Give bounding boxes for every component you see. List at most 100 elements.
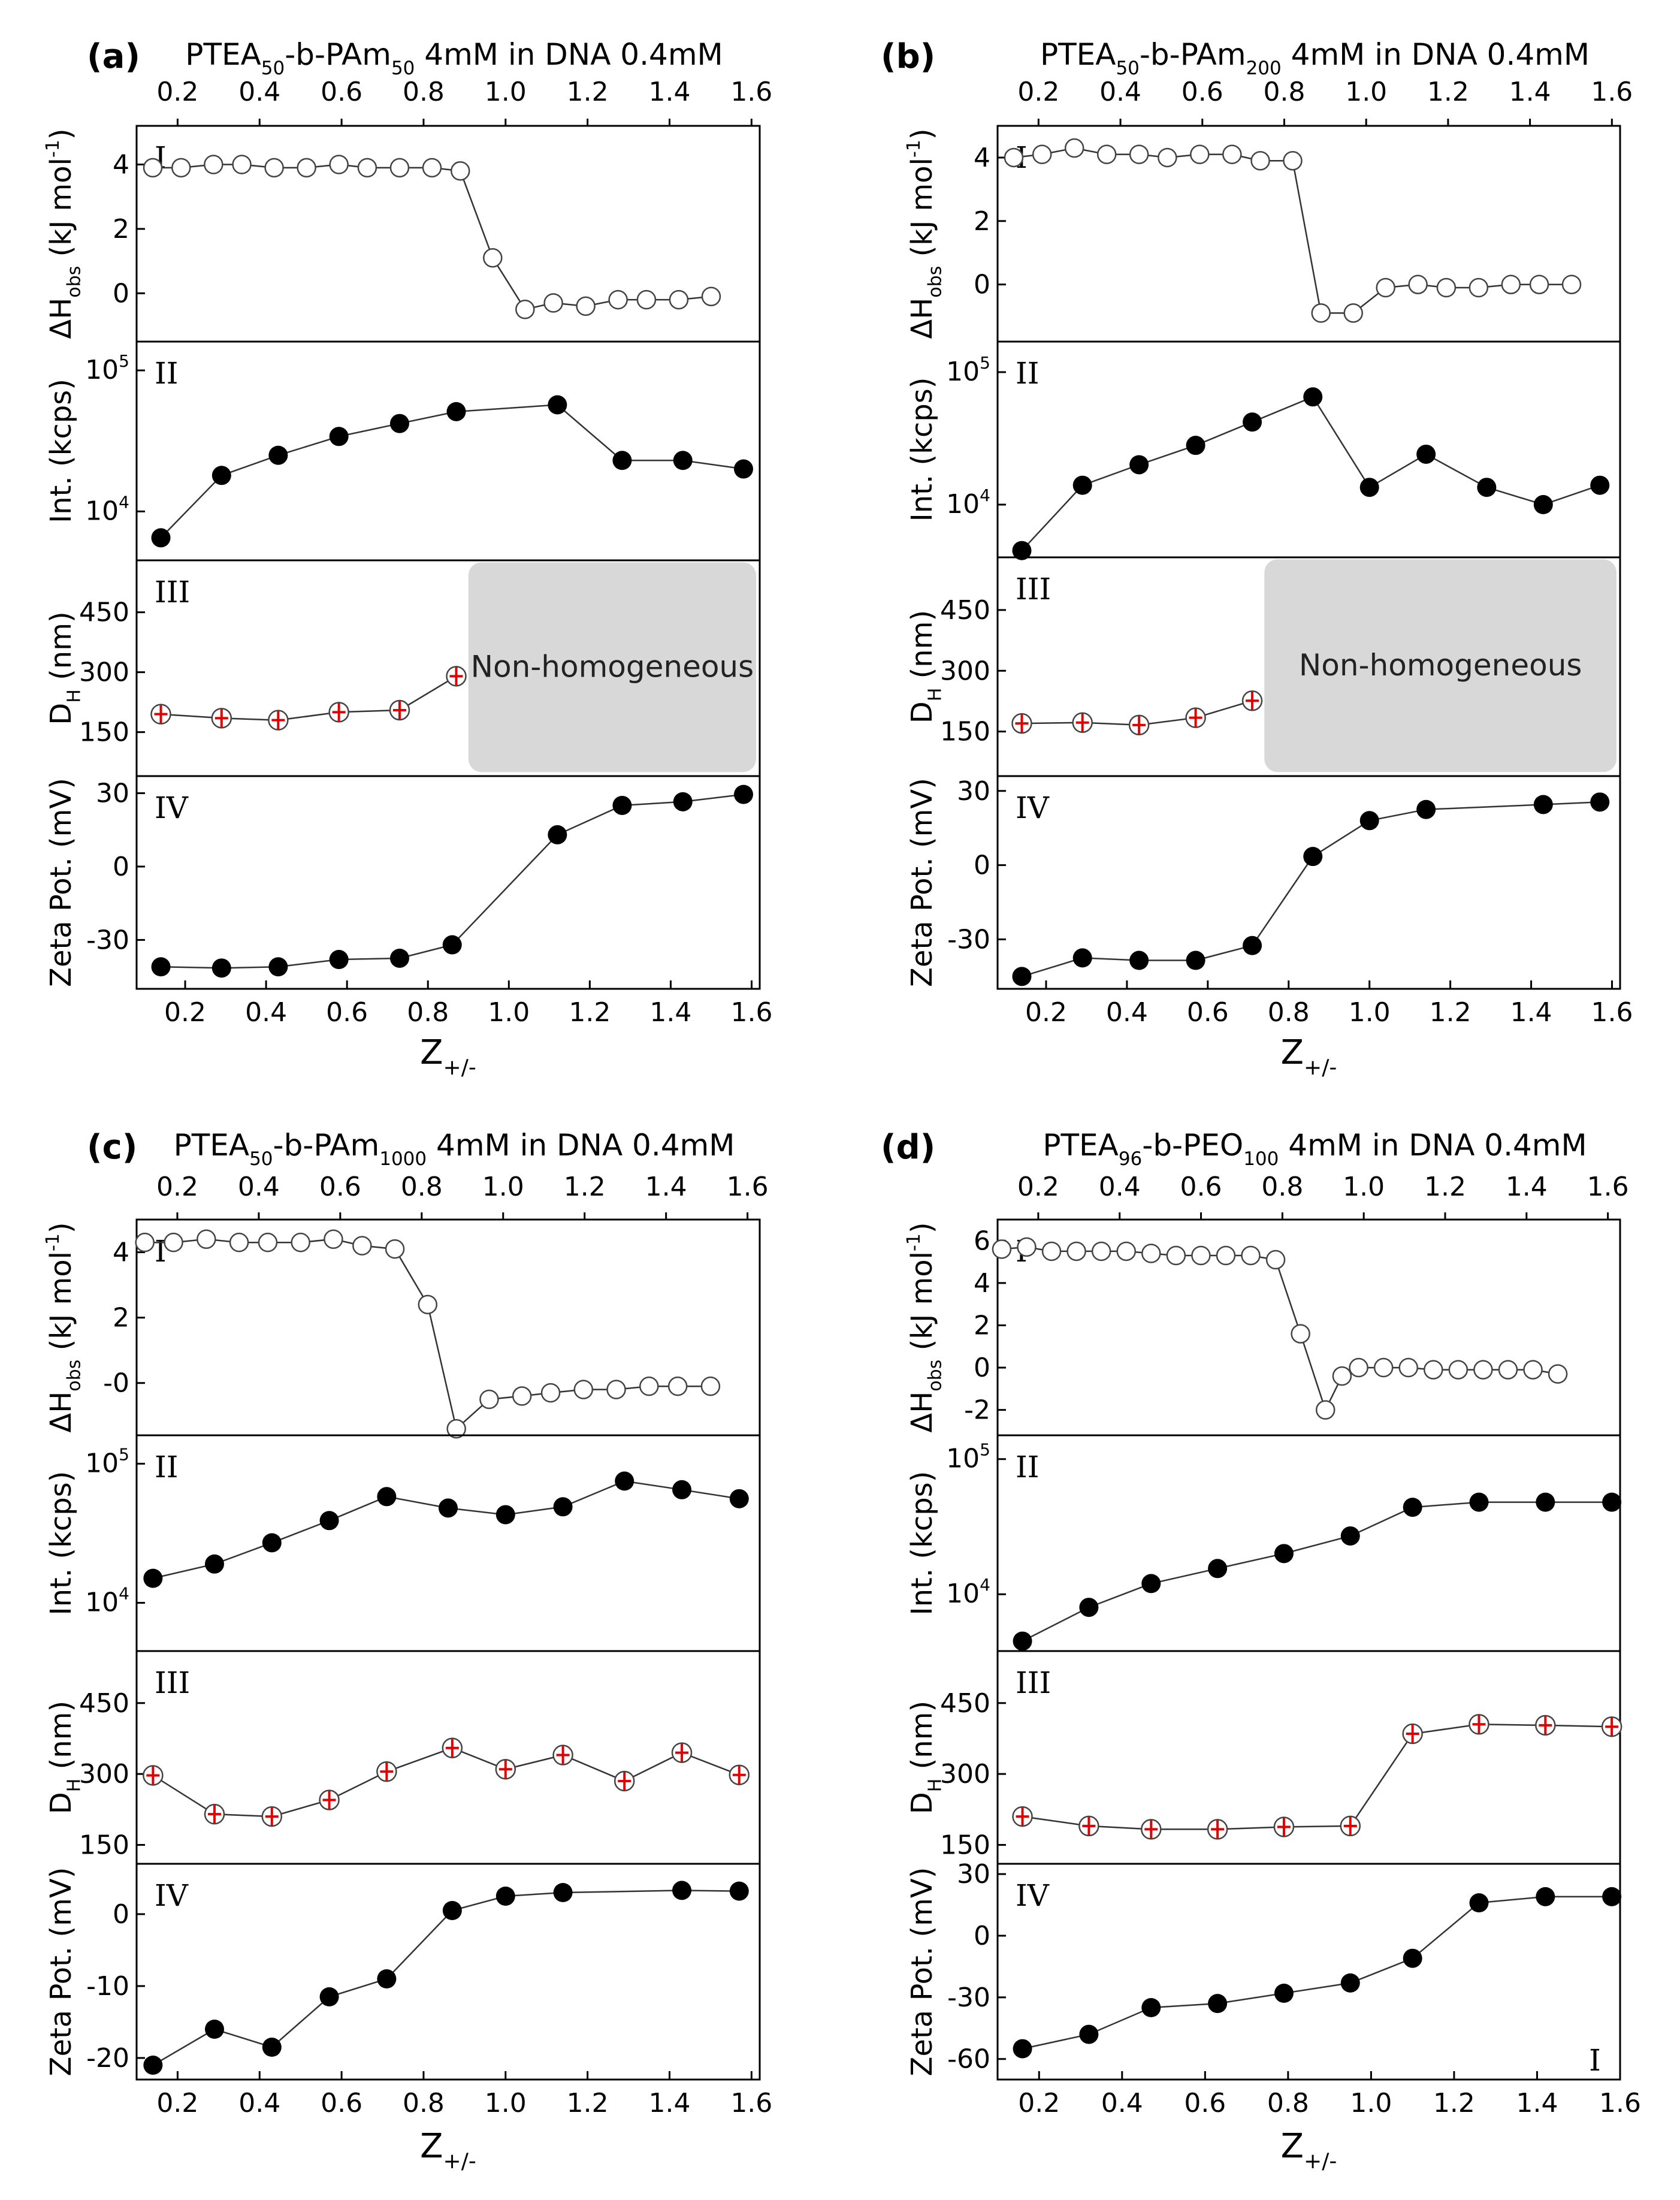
data-point: [1303, 387, 1323, 407]
subplot-frame: [135, 340, 761, 562]
chart-title: PTEA50-b-PAm50 4mM in DNA 0.4mM: [185, 37, 723, 79]
y-tick-label: 0: [974, 850, 990, 881]
data-point: [614, 1770, 635, 1792]
x-tick-label: 0.4: [245, 997, 287, 1028]
y-tick-label: 0: [113, 1899, 129, 1930]
data-point: [1158, 147, 1177, 168]
top-tick-label: 0.6: [1182, 77, 1223, 107]
data-point: [553, 1497, 573, 1517]
data-point: [329, 950, 349, 970]
data-point: [1283, 150, 1303, 171]
data-point: [1535, 1715, 1556, 1736]
data-point: [211, 958, 231, 978]
x-tick-label: 0.4: [1106, 997, 1148, 1028]
data-point: [1141, 1998, 1161, 2017]
x-tick-label: 0.2: [164, 997, 206, 1028]
series-line: [160, 404, 744, 539]
y-tick-label: 30: [957, 1859, 990, 1890]
data-point: [164, 1232, 183, 1253]
series-line: [1022, 1896, 1612, 2050]
y-tick-label: 150: [940, 717, 990, 747]
top-tick-label: 0.8: [1263, 77, 1305, 107]
x-tick-label: 1.6: [731, 997, 773, 1028]
x-tick-label: 1.0: [1349, 997, 1391, 1028]
x-tick-label: 1.0: [1350, 2088, 1392, 2118]
data-point: [495, 1758, 516, 1780]
x-tick-label: 0.8: [1268, 997, 1310, 1028]
y-tick-label: 2: [113, 1303, 129, 1333]
x-tick-label: 1.2: [1430, 997, 1471, 1028]
panel-numeral: II: [155, 356, 179, 391]
stray-mark: I: [1589, 2043, 1601, 2078]
data-point: [543, 293, 563, 313]
series-line: [153, 164, 712, 310]
panel-numeral: IV: [155, 790, 189, 825]
data-point: [612, 451, 632, 470]
non-homogeneous-label: Non-homogeneous: [1299, 648, 1582, 683]
data-point: [1012, 1806, 1033, 1827]
panel-numeral: II: [1016, 1450, 1040, 1484]
top-tick-label: 1.4: [645, 1172, 687, 1202]
data-point: [636, 289, 657, 310]
data-point: [1548, 1364, 1568, 1384]
data-point: [1373, 1357, 1394, 1378]
data-point: [324, 1229, 343, 1249]
data-point: [319, 1789, 340, 1810]
data-point: [1529, 274, 1549, 294]
y-tick-label: 105: [946, 353, 990, 387]
data-point: [1291, 1324, 1310, 1344]
y-tick-label: 4: [974, 1268, 990, 1299]
y-axis-label: ΔHobs (kJ mol-1): [904, 1222, 946, 1432]
data-point: [479, 1389, 499, 1410]
top-tick-label: 0.2: [156, 1172, 198, 1202]
subplot-frame: [996, 125, 1621, 343]
data-point: [729, 1489, 749, 1508]
data-point: [1273, 1816, 1295, 1837]
non-homogeneous-region: [1264, 559, 1616, 772]
data-point: [1376, 277, 1395, 298]
data-point: [319, 1511, 339, 1531]
x-tick-label: 0.6: [326, 997, 368, 1028]
y-tick-label: 104: [946, 1575, 990, 1609]
data-point: [329, 155, 349, 174]
data-point: [262, 2038, 282, 2057]
y-tick-label: 105: [85, 1444, 129, 1478]
x-tick-label: 1.4: [1510, 997, 1552, 1028]
panel-letter: (c): [87, 1128, 137, 1167]
data-point: [1004, 147, 1024, 168]
data-point: [1332, 1366, 1352, 1386]
top-tick-label: 1.0: [482, 1172, 524, 1202]
series-line: [1022, 1501, 1612, 1642]
x-tick-label: 0.2: [156, 2088, 198, 2118]
y-tick-label: 105: [946, 1440, 990, 1474]
panel-numeral: IV: [1016, 1878, 1050, 1913]
data-point: [1533, 495, 1553, 515]
data-point: [143, 1765, 164, 1786]
data-point: [733, 459, 753, 479]
data-point: [1012, 967, 1032, 986]
data-point: [673, 792, 693, 811]
data-point: [442, 1737, 463, 1758]
x-tick-label: 0.6: [1187, 997, 1229, 1028]
data-point: [1398, 1357, 1418, 1378]
x-tick-label: 0.4: [1101, 2088, 1143, 2118]
data-point: [422, 158, 442, 178]
data-point: [1091, 1241, 1111, 1262]
panel-letter: (d): [881, 1128, 935, 1167]
data-point: [291, 1232, 310, 1253]
x-tick-label: 1.2: [569, 997, 611, 1028]
top-tick-label: 0.4: [238, 1172, 280, 1202]
data-point: [329, 427, 349, 446]
y-axis-label: Zeta Pot. (mV): [44, 778, 78, 987]
chart-title: PTEA50-b-PAm200 4mM in DNA 0.4mM: [1040, 37, 1590, 79]
x-tick-label: 1.0: [488, 997, 530, 1028]
y-tick-label: 0: [113, 852, 129, 882]
top-tick-label: 1.0: [485, 77, 527, 107]
data-point: [1469, 1714, 1489, 1735]
data-point: [268, 445, 288, 465]
data-point: [1186, 950, 1205, 970]
data-point: [1013, 1631, 1032, 1651]
